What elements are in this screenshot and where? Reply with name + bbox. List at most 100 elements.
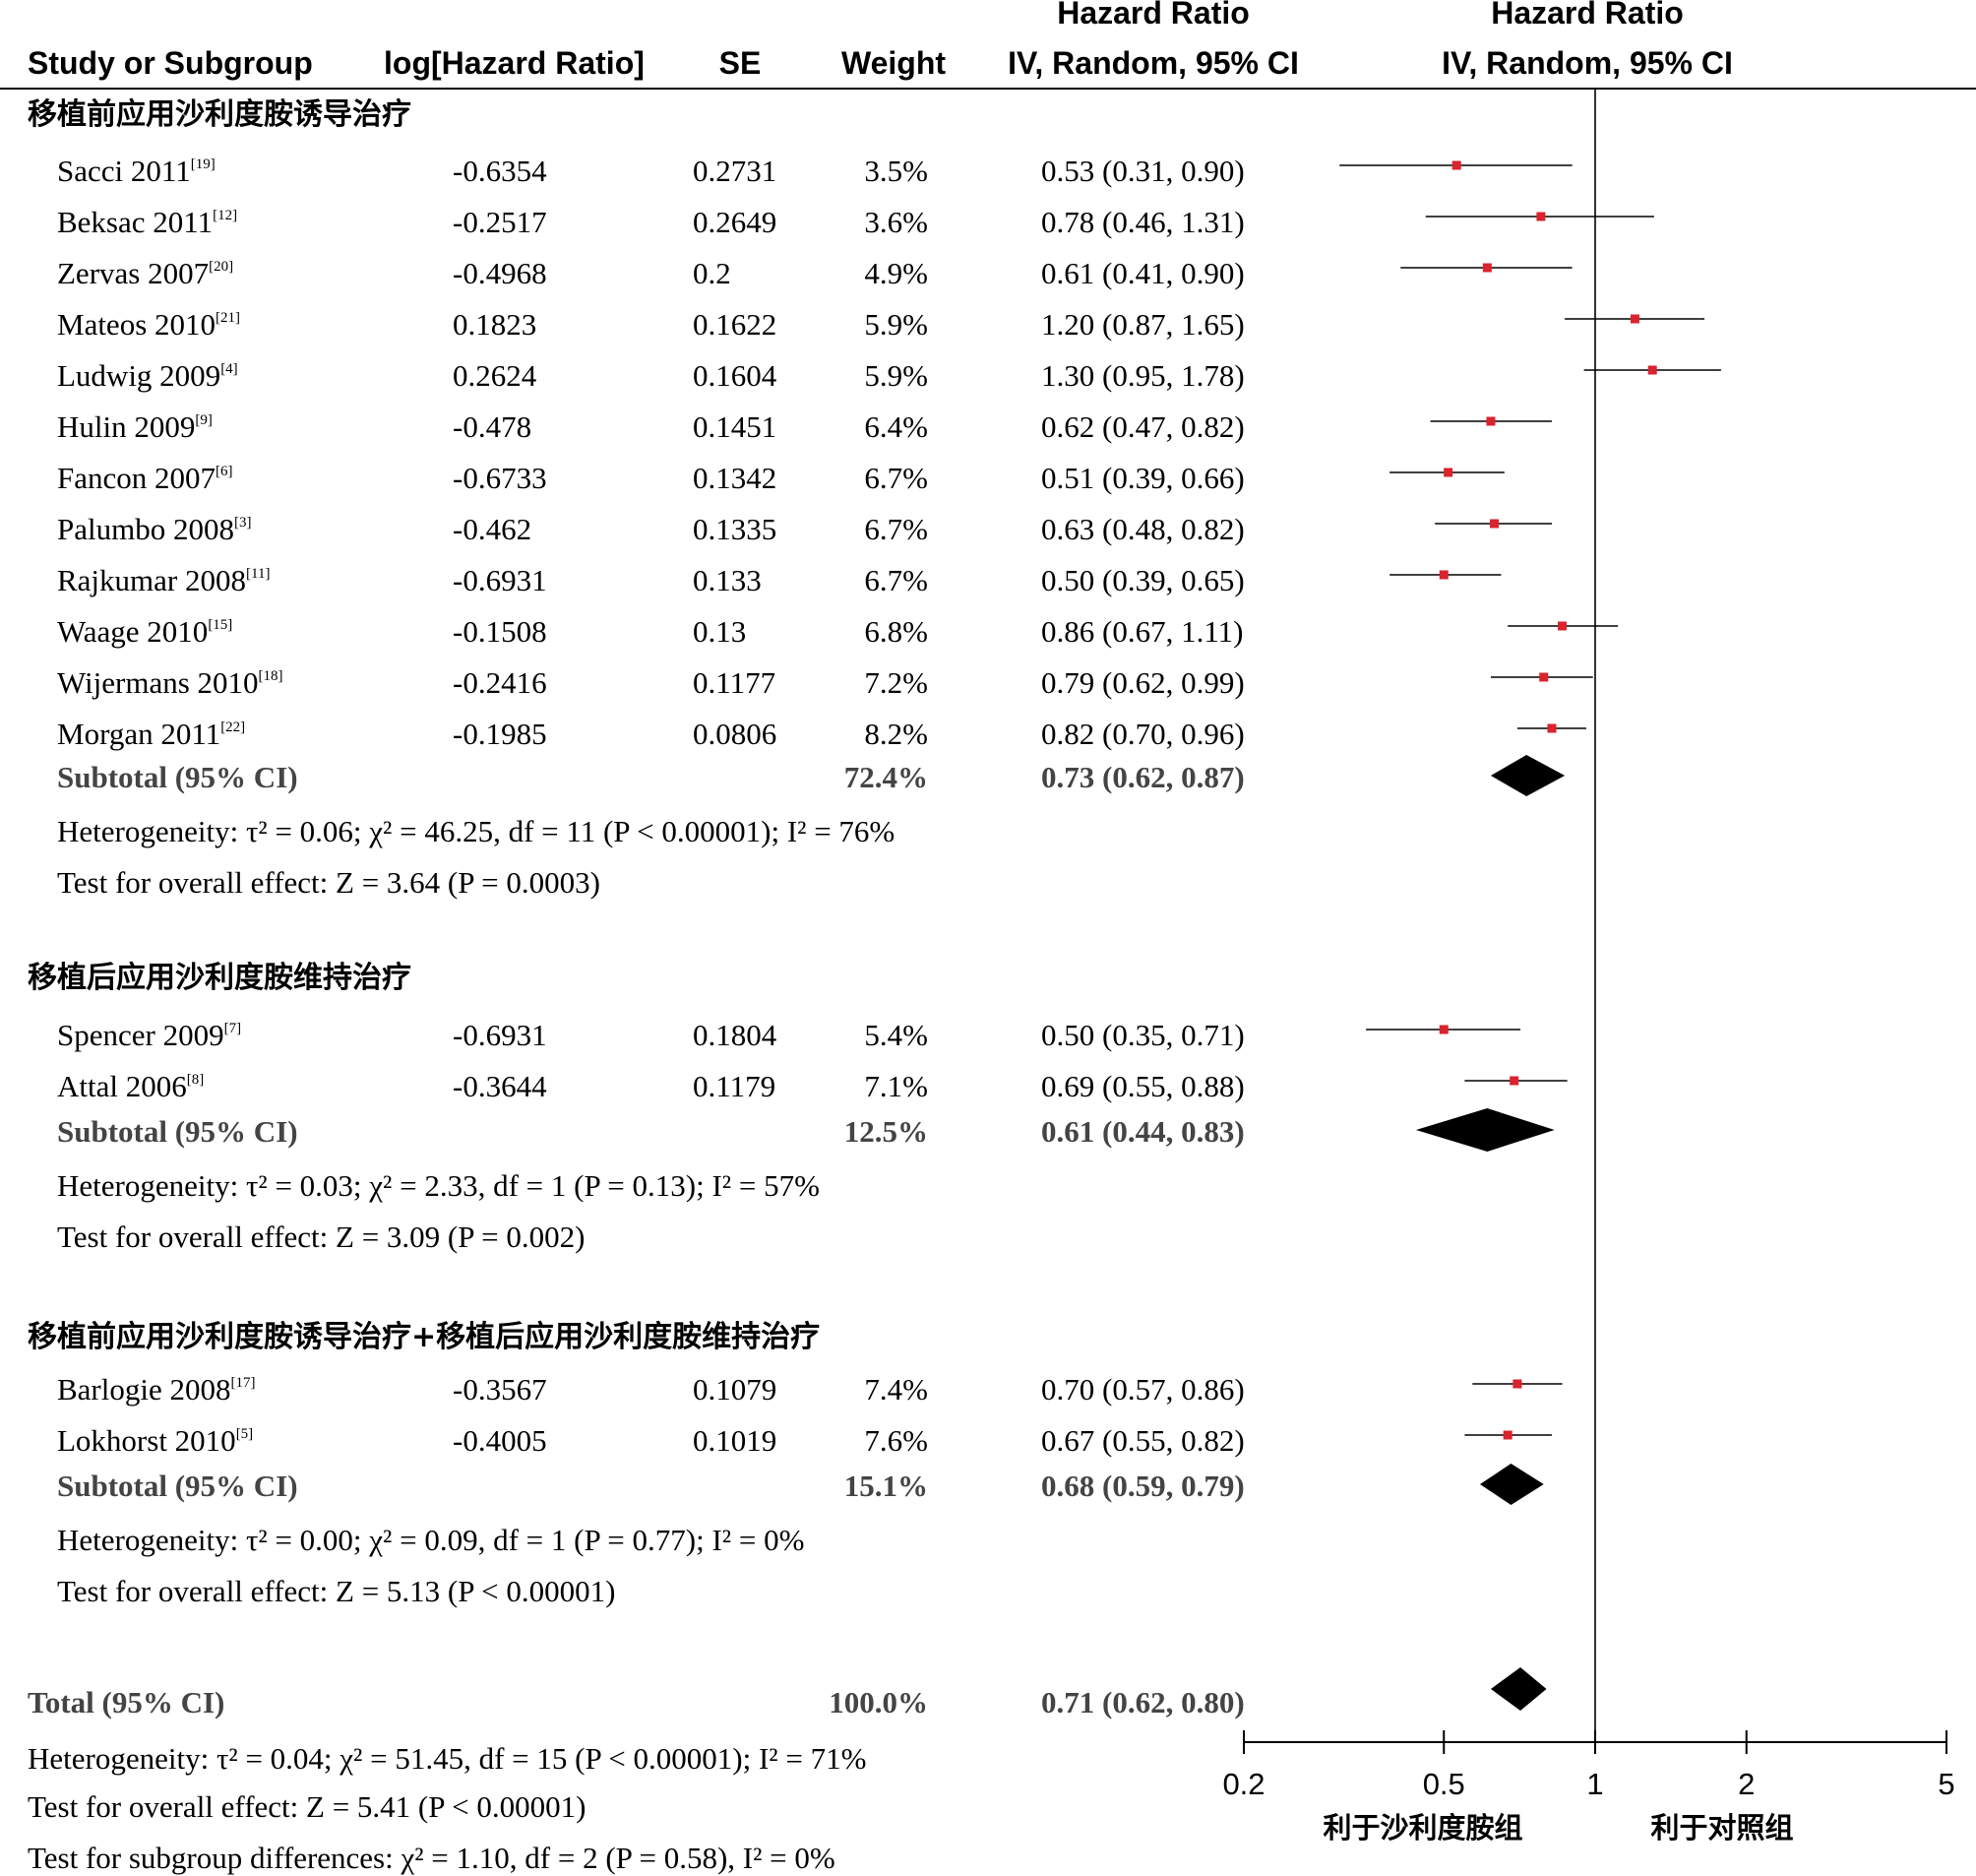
se-value: 0.2	[693, 256, 731, 290]
weight-value: 6.7%	[864, 461, 928, 495]
study-name: Beksac 2011[12]	[57, 205, 237, 239]
weight-value: 5.9%	[864, 358, 928, 393]
weight-value: 6.8%	[864, 614, 928, 649]
subtotal-diamond	[1415, 1108, 1555, 1152]
reference-superscript: [15]	[208, 617, 232, 633]
reference-superscript: [19]	[191, 156, 216, 172]
loghr-value: 0.2624	[453, 358, 537, 393]
subtotal-ci-value: 0.73 (0.62, 0.87)	[1041, 760, 1245, 794]
reference-superscript: [3]	[234, 515, 252, 531]
x-tick-label: 0.2	[1222, 1767, 1265, 1801]
subtotal-weight: 12.5%	[844, 1114, 928, 1149]
loghr-value: 0.1823	[453, 307, 536, 342]
study-name: Rajkumar 2008[11]	[57, 563, 270, 597]
study-name: Palumbo 2008[3]	[57, 512, 251, 546]
loghr-value: -0.3644	[453, 1069, 547, 1103]
point-estimate-marker	[1558, 621, 1568, 631]
reference-superscript: [11]	[246, 566, 270, 582]
favours-right-label: 利于对照组	[1650, 1811, 1793, 1845]
point-estimate-marker	[1503, 1430, 1513, 1440]
weight-value: 7.1%	[864, 1069, 928, 1103]
point-estimate-marker	[1536, 212, 1546, 221]
loghr-value: -0.6931	[453, 1018, 547, 1052]
weight-value: 7.6%	[864, 1423, 928, 1458]
reference-superscript: [18]	[259, 668, 283, 684]
subtotal-ci-value: 0.61 (0.44, 0.83)	[1041, 1114, 1245, 1149]
subtotal-label: Subtotal (95% CI)	[57, 1114, 298, 1149]
point-estimate-marker	[1486, 416, 1496, 426]
favours-left-label: 利于沙利度胺组	[1323, 1811, 1522, 1845]
subtotal-label: Subtotal (95% CI)	[57, 1469, 298, 1503]
se-value: 0.1335	[693, 512, 776, 546]
study-name: Zervas 2007[20]	[57, 256, 233, 290]
se-value: 0.133	[693, 563, 762, 597]
hr-ci-value: 0.67 (0.55, 0.82)	[1041, 1423, 1245, 1458]
point-estimate-marker	[1630, 314, 1639, 324]
reference-superscript: [5]	[236, 1426, 254, 1442]
point-estimate-marker	[1439, 570, 1449, 580]
reference-superscript: [8]	[187, 1072, 205, 1088]
heterogeneity-text: Heterogeneity: τ² = 0.03; χ² = 2.33, df …	[57, 1168, 820, 1203]
x-tick-label: 0.5	[1423, 1767, 1465, 1801]
study-name: Wijermans 2010[18]	[57, 665, 283, 700]
subtotal-diamond	[1490, 755, 1566, 796]
subgroup-differences-text: Test for subgroup differences: χ² = 1.10…	[28, 1841, 835, 1875]
total-weight: 100.0%	[829, 1685, 928, 1720]
hr-ci-value: 0.53 (0.31, 0.90)	[1041, 154, 1245, 188]
se-value: 0.13	[693, 614, 746, 649]
subgroup-title: 移植前应用沙利度胺诱导治疗	[28, 97, 411, 132]
reference-superscript: [17]	[231, 1375, 256, 1391]
plot-title-header: Hazard Ratio	[1491, 0, 1684, 31]
total-heterogeneity-text: Heterogeneity: τ² = 0.04; χ² = 51.45, df…	[28, 1741, 866, 1776]
weight-value: 6.7%	[864, 512, 928, 546]
loghr-column-header: log[Hazard Ratio]	[384, 45, 645, 81]
point-estimate-marker	[1482, 263, 1492, 273]
hr-ci-value: 0.82 (0.70, 0.96)	[1041, 717, 1245, 751]
subgroup-title: 移植前应用沙利度胺诱导治疗+移植后应用沙利度胺维持治疗	[28, 1320, 820, 1354]
se-value: 0.0806	[693, 717, 776, 751]
se-value: 0.1804	[693, 1018, 777, 1052]
subtotal-weight: 72.4%	[844, 760, 928, 794]
point-estimate-marker	[1647, 365, 1657, 375]
se-value: 0.1179	[693, 1069, 775, 1103]
study-name: Waage 2010[15]	[57, 614, 232, 649]
hr-ci-value: 0.51 (0.39, 0.66)	[1041, 461, 1245, 495]
hr-ci-value: 0.70 (0.57, 0.86)	[1041, 1372, 1245, 1407]
weight-value: 7.4%	[864, 1372, 928, 1407]
se-column-header: SE	[719, 45, 762, 81]
heterogeneity-text: Heterogeneity: τ² = 0.06; χ² = 46.25, df…	[57, 814, 895, 848]
loghr-value: -0.462	[453, 512, 531, 546]
reference-superscript: [22]	[220, 719, 245, 735]
overall-effect-text: Test for overall effect: Z = 5.13 (P < 0…	[57, 1574, 615, 1608]
loghr-value: -0.478	[453, 409, 531, 444]
subtotal-label: Subtotal (95% CI)	[57, 760, 298, 794]
study-name: Morgan 2011[22]	[57, 717, 245, 751]
study-name: Spencer 2009[7]	[57, 1018, 241, 1052]
reference-superscript: [4]	[220, 361, 238, 377]
hr-ci-value: 0.61 (0.41, 0.90)	[1041, 256, 1245, 290]
weight-value: 3.5%	[864, 154, 928, 188]
point-estimate-marker	[1451, 160, 1461, 170]
weight-column-header: Weight	[841, 45, 946, 81]
loghr-value: -0.6354	[453, 154, 547, 188]
reference-superscript: [20]	[209, 259, 233, 275]
loghr-value: -0.4968	[453, 256, 547, 290]
se-value: 0.1019	[693, 1423, 776, 1458]
hr-method-header: IV, Random, 95% CI	[1008, 45, 1299, 81]
hr-ci-value: 0.50 (0.39, 0.65)	[1041, 563, 1245, 597]
study-name: Mateos 2010[21]	[57, 307, 240, 342]
se-value: 0.1177	[693, 665, 775, 700]
loghr-value: -0.2517	[453, 205, 547, 239]
study-name: Attal 2006[8]	[57, 1069, 204, 1103]
se-value: 0.1079	[693, 1372, 776, 1407]
total-ci-value: 0.71 (0.62, 0.80)	[1041, 1685, 1245, 1720]
hr-ci-value: 1.30 (0.95, 1.78)	[1041, 358, 1245, 393]
se-value: 0.2649	[693, 205, 776, 239]
se-value: 0.1342	[693, 461, 776, 495]
x-tick-label: 2	[1738, 1767, 1755, 1801]
column-header: Hazard Ratio Hazard Ratio Study or Subgr…	[0, 0, 1976, 90]
loghr-value: -0.1508	[453, 614, 547, 649]
hr-title-header: Hazard Ratio	[1057, 0, 1250, 31]
hr-ci-value: 0.50 (0.35, 0.71)	[1041, 1018, 1245, 1052]
